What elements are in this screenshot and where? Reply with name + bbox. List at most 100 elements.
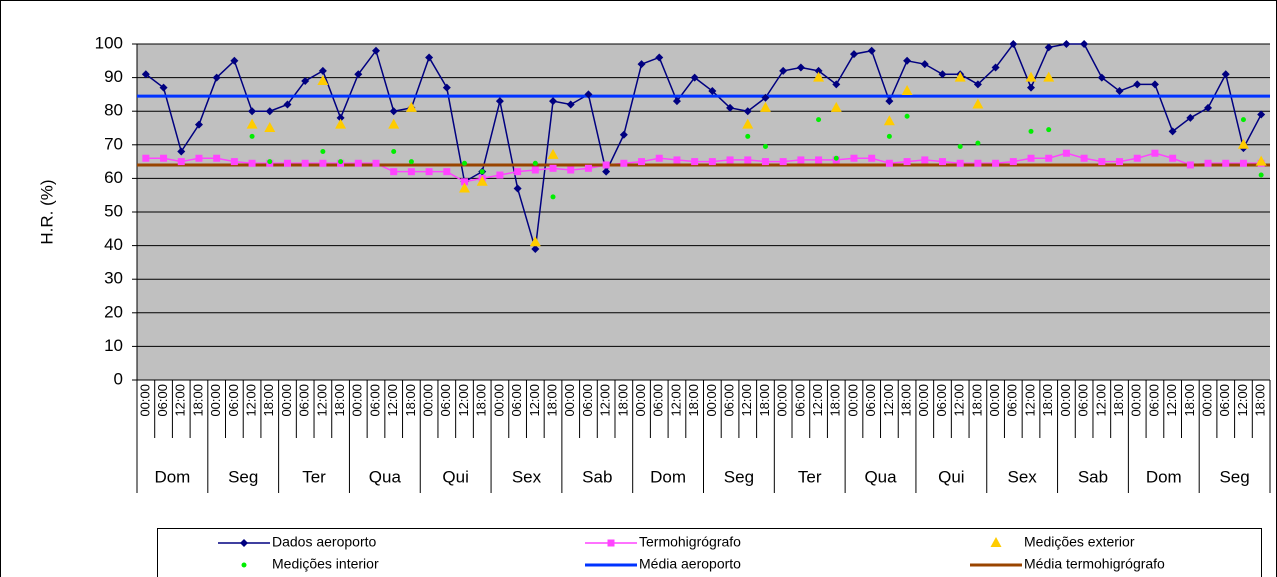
point xyxy=(1221,70,1230,79)
x-tick-label: 00:00 xyxy=(916,384,931,417)
group-label: Sab xyxy=(1078,467,1108,486)
y-tick-label: 0 xyxy=(114,369,123,388)
point xyxy=(230,56,239,65)
point xyxy=(1115,87,1124,96)
point xyxy=(832,80,841,89)
point xyxy=(1027,154,1035,162)
group-label: Ter xyxy=(302,467,326,486)
y-tick-label: 60 xyxy=(104,168,123,187)
point xyxy=(301,76,310,85)
point xyxy=(655,53,664,62)
point xyxy=(901,85,913,96)
point xyxy=(514,168,522,176)
point xyxy=(584,164,592,172)
point xyxy=(1237,138,1249,149)
point xyxy=(177,158,185,166)
x-tick-label: 06:00 xyxy=(1076,384,1091,417)
point xyxy=(1098,158,1106,166)
point xyxy=(531,244,540,253)
x-tick-label: 12:00 xyxy=(1164,384,1179,417)
point xyxy=(1009,158,1017,166)
point xyxy=(619,130,628,139)
group-label: Dom xyxy=(154,467,190,486)
x-tick-label: 00:00 xyxy=(845,384,860,417)
point xyxy=(1027,83,1036,92)
x-tick-label: 06:00 xyxy=(792,384,807,417)
point xyxy=(1204,103,1213,112)
point xyxy=(638,158,646,166)
point xyxy=(1045,154,1053,162)
point xyxy=(391,149,397,155)
point xyxy=(883,115,895,126)
point xyxy=(745,133,751,139)
group-label: Qui xyxy=(442,467,468,486)
point xyxy=(1257,110,1266,119)
point xyxy=(830,101,842,112)
y-axis-label: H.R. (%) xyxy=(37,179,56,244)
x-tick-label: 06:00 xyxy=(721,384,736,417)
point xyxy=(637,60,646,69)
point xyxy=(246,118,258,129)
x-tick-label: 06:00 xyxy=(226,384,241,417)
point xyxy=(1116,158,1124,166)
point xyxy=(759,101,771,112)
point xyxy=(762,143,768,149)
point xyxy=(267,159,273,165)
group-label: Qui xyxy=(938,467,964,486)
x-tick-label: 00:00 xyxy=(208,384,223,417)
point xyxy=(1028,128,1034,134)
point xyxy=(476,175,488,186)
x-tick-label: 06:00 xyxy=(1217,384,1232,417)
point xyxy=(1080,40,1089,48)
point xyxy=(338,159,344,165)
point xyxy=(335,118,347,129)
y-tick-label: 20 xyxy=(104,302,123,321)
point xyxy=(318,66,327,75)
point xyxy=(1062,149,1070,157)
point xyxy=(938,158,946,166)
point xyxy=(1151,149,1159,157)
x-tick-label: 12:00 xyxy=(739,384,754,417)
x-tick-label: 12:00 xyxy=(598,384,613,417)
point xyxy=(317,74,329,85)
point xyxy=(1025,71,1037,82)
x-tick-label: 12:00 xyxy=(810,384,825,417)
group-label: Sab xyxy=(582,467,612,486)
x-tick-label: 00:00 xyxy=(137,384,152,417)
point xyxy=(371,46,380,55)
x-tick-label: 12:00 xyxy=(1235,384,1250,417)
point xyxy=(1186,113,1195,122)
point xyxy=(743,107,752,116)
point xyxy=(425,53,434,62)
x-tick-label: 00:00 xyxy=(562,384,577,417)
point xyxy=(850,154,858,162)
point xyxy=(742,118,754,129)
x-tick-label: 06:00 xyxy=(934,384,949,417)
point xyxy=(405,101,417,112)
legend-box xyxy=(157,528,1262,577)
point xyxy=(550,194,556,200)
x-tick-label: 12:00 xyxy=(1093,384,1108,417)
point xyxy=(726,103,735,112)
point xyxy=(195,154,203,162)
point xyxy=(673,156,681,164)
x-tick-label: 00:00 xyxy=(1129,384,1144,417)
point xyxy=(814,66,823,75)
x-tick-label: 18:00 xyxy=(544,384,559,417)
x-tick-label: 00:00 xyxy=(1058,384,1073,417)
x-tick-label: 18:00 xyxy=(332,384,347,417)
point xyxy=(972,98,984,109)
x-tick-label: 18:00 xyxy=(190,384,205,417)
point xyxy=(532,160,538,166)
point xyxy=(567,166,575,174)
point xyxy=(708,87,717,96)
x-tick-label: 18:00 xyxy=(615,384,630,417)
x-tick-label: 12:00 xyxy=(456,384,471,417)
legend-label: Dados aeroporto xyxy=(272,534,377,550)
point xyxy=(1239,159,1247,167)
point xyxy=(1133,80,1142,89)
point xyxy=(620,159,628,167)
point xyxy=(495,97,504,106)
point xyxy=(1168,127,1177,136)
x-tick-label: 12:00 xyxy=(385,384,400,417)
